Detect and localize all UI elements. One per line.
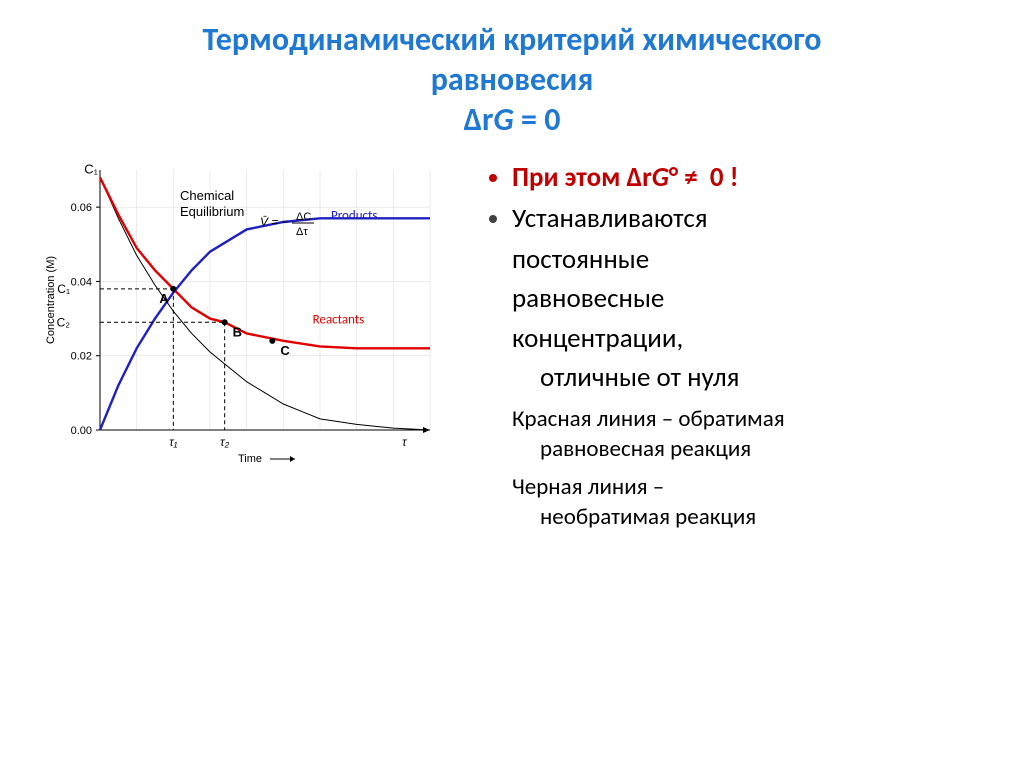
svg-text:B: B: [233, 324, 242, 339]
title-line-1: Термодинамический критерий химического: [203, 20, 822, 59]
desc-red: Красная линия – обратимая равновесная ре…: [512, 405, 984, 465]
svg-text:τ₂: τ₂: [220, 435, 229, 449]
svg-text:0.06: 0.06: [71, 202, 92, 214]
text-content: При этом ΔrG° ≠ 0 ! Устанавливаются пост…: [480, 150, 984, 532]
svg-text:C₂: C₂: [57, 315, 71, 329]
svg-text:Equilibrium: Equilibrium: [180, 204, 244, 219]
svg-text:Δτ: Δτ: [296, 226, 308, 238]
cont-3: концентрации,: [512, 319, 984, 358]
cont-1: постоянные: [512, 240, 984, 279]
cont-2: равновесные: [512, 279, 984, 318]
svg-text:0.00: 0.00: [71, 425, 92, 437]
desc-black: Черная линия – необратимая реакция: [512, 473, 984, 533]
title-line-2: равновесия: [431, 60, 594, 99]
equilibrium-chart: 0.00 0.02 0.04 0.06 A B Cτ₁ τ₂ τ C₁ C₁ C₂Concentrat…: [40, 150, 460, 480]
svg-text:τ: τ: [402, 435, 408, 449]
bullet-1-text: При этом ΔrG° ≠ 0 !: [512, 161, 739, 194]
svg-text:ΔC: ΔC: [296, 211, 311, 223]
bullet-1: При этом ΔrG° ≠ 0 !: [512, 158, 984, 197]
svg-text:Products: Products: [331, 209, 378, 224]
svg-text:C₁: C₁: [84, 161, 98, 176]
svg-text:0.02: 0.02: [71, 351, 92, 363]
svg-text:Concentration (M): Concentration (M): [45, 256, 57, 344]
svg-text:0.04: 0.04: [71, 276, 92, 288]
svg-text:Chemical: Chemical: [180, 188, 234, 203]
svg-text:C₁: C₁: [57, 282, 70, 296]
svg-text:C: C: [280, 343, 290, 358]
svg-text:Reactants: Reactants: [313, 313, 365, 328]
chart-container: 0.00 0.02 0.04 0.06 A B Cτ₁ τ₂ τ C₁ C₁ C₂Concentrat…: [40, 150, 460, 532]
cont-4: отличные от нуля: [512, 358, 984, 397]
title-line-3: ΔrG = 0: [464, 100, 561, 139]
slide-title: Термодинамический критерий химического р…: [40, 20, 984, 140]
bullet-2-text: Устанавливаются: [512, 202, 708, 235]
svg-text:A: A: [159, 291, 169, 306]
svg-text:V̄ = −: V̄ = −: [260, 215, 289, 229]
svg-text:τ₁: τ₁: [169, 435, 177, 449]
svg-text:Time: Time: [238, 453, 262, 465]
bullet-2: Устанавливаются: [512, 199, 984, 238]
